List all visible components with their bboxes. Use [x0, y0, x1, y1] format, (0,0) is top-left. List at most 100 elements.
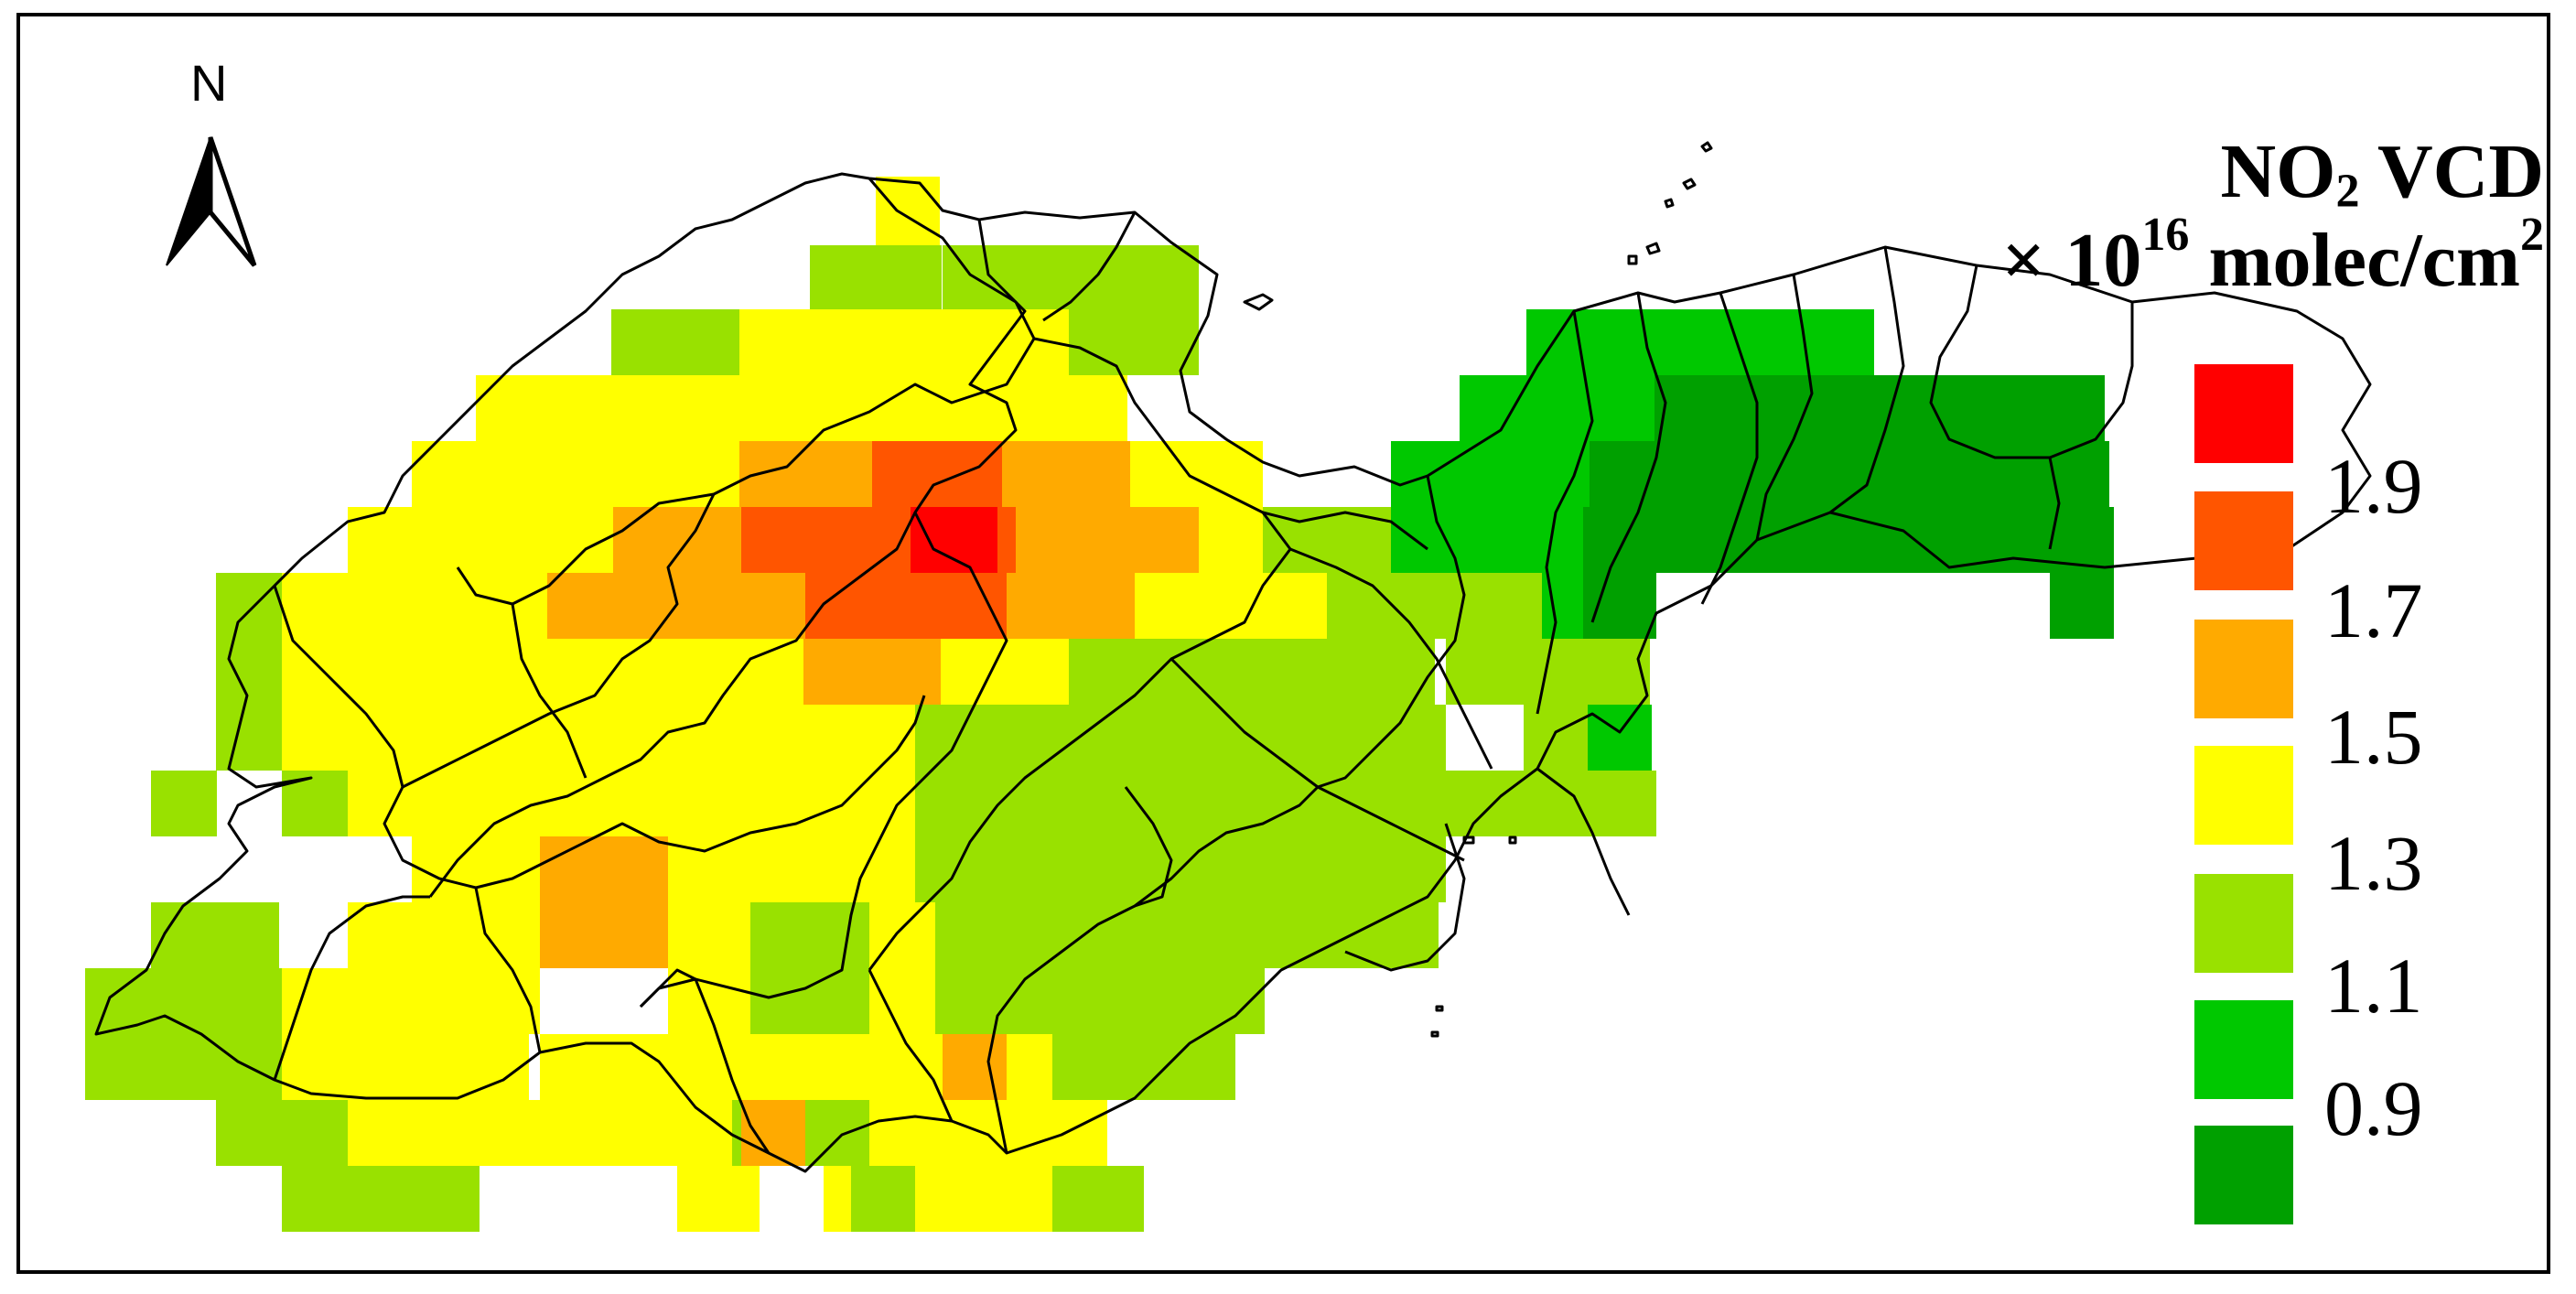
- legend-swatch: [2194, 874, 2293, 973]
- grid-cell: [412, 441, 739, 507]
- grid-cell: [1590, 441, 1730, 507]
- grid-cell: [2050, 573, 2114, 639]
- grid-cell: [668, 902, 750, 968]
- district-boundary: [1536, 310, 1594, 715]
- grid-cell: [282, 573, 547, 639]
- district-boundary: [1317, 475, 1466, 789]
- grid-cell: [282, 1034, 529, 1100]
- grid-cell: [739, 309, 941, 375]
- legend-swatches: [2194, 364, 2293, 1224]
- grid-cell: [997, 507, 1016, 573]
- island: [1462, 836, 1475, 845]
- grid-cell: [750, 902, 869, 968]
- units-exponent: 16: [2141, 208, 2190, 261]
- district-boundary: [986, 785, 1320, 1154]
- grid-cell: [935, 902, 1439, 968]
- legend-label: 1.5: [2324, 693, 2423, 781]
- grid-cell: [348, 771, 915, 836]
- grid-cell: [348, 902, 414, 968]
- grid-cell: [1007, 245, 1071, 309]
- district-boundary: [1344, 823, 1466, 972]
- district-boundary: [1124, 786, 1173, 908]
- district-boundary: [868, 337, 1292, 971]
- grid-cell: [631, 1100, 732, 1166]
- legend-swatch: [2194, 364, 2293, 463]
- grid-cell: [876, 177, 940, 245]
- island: [1243, 293, 1274, 311]
- grid-cell: [216, 639, 282, 705]
- grid-cell: [476, 375, 544, 441]
- north-label: N: [190, 54, 228, 112]
- legend-label: 1.3: [2324, 819, 2423, 907]
- grid-cell: [935, 968, 1265, 1034]
- district-boundary: [511, 603, 587, 779]
- grid-cell: [805, 573, 1007, 639]
- legend-swatch: [2194, 491, 2293, 590]
- grid-cell: [876, 245, 942, 309]
- grid-cell: [677, 1166, 760, 1232]
- grid-cell: [911, 507, 997, 573]
- grid-cell: [869, 968, 935, 1034]
- grid-cell: [851, 1166, 915, 1232]
- grid-cell: [216, 705, 282, 771]
- grid-cell: [1783, 309, 1874, 375]
- grid-cell: [540, 836, 668, 968]
- district-boundary: [456, 178, 1036, 606]
- grid-cell: [915, 771, 1455, 836]
- grid-cell: [1069, 309, 1199, 375]
- grid-cell: [741, 507, 869, 573]
- island: [1435, 1005, 1444, 1012]
- grid-cell: [1524, 705, 1597, 771]
- district-boundary: [1700, 292, 1759, 605]
- grid-cell: [943, 1166, 1052, 1232]
- legend-title-main: NO: [2220, 129, 2336, 214]
- grid-cell: [613, 507, 741, 573]
- grid-cell: [1588, 705, 1652, 771]
- legend-units: × 1016 molec/cm2: [1830, 210, 2544, 306]
- district-boundary: [1536, 767, 1631, 916]
- grid-cell: [1391, 441, 1457, 507]
- legend-swatch: [2194, 746, 2293, 845]
- grid-cell: [151, 902, 279, 968]
- district-boundary: [639, 512, 1008, 1008]
- island: [1627, 254, 1638, 265]
- island: [1664, 198, 1675, 209]
- grid-cell: [1391, 573, 1542, 639]
- district-boundary: [1929, 264, 2134, 459]
- grid-cell: [943, 1100, 1007, 1166]
- grid-cell: [1052, 1166, 1144, 1232]
- grid-cell: [1071, 245, 1199, 309]
- grid-cell: [1016, 507, 1199, 573]
- district-boundary: [1755, 274, 1814, 541]
- grid-cell: [1007, 573, 1135, 639]
- grid-cell: [216, 1100, 348, 1166]
- grid-cell: [750, 968, 869, 1034]
- grid-cell: [1583, 573, 1656, 639]
- district-boundary: [2048, 457, 2061, 550]
- legend-swatch: [2194, 620, 2293, 718]
- grid-cell: [803, 639, 941, 705]
- grid-cell: [85, 968, 282, 1034]
- district-boundary: [639, 968, 771, 1154]
- grid-cell: [151, 771, 217, 836]
- district-boundary: [1042, 211, 1137, 322]
- units-prefix: × 10: [2001, 217, 2142, 303]
- grid-cell: [1130, 441, 1263, 507]
- legend-title: NO2 VCD × 1016 molec/cm2: [1830, 128, 2544, 305]
- grid-cell: [1526, 309, 1654, 375]
- grid-cell: [738, 375, 940, 441]
- district-boundary: [868, 969, 954, 1122]
- island: [1430, 1030, 1439, 1038]
- island: [1508, 836, 1517, 845]
- grid-cell: [282, 639, 803, 705]
- grid-cell: [1583, 507, 1647, 573]
- grid-cell: [348, 1100, 631, 1166]
- grid-cell: [1654, 375, 1730, 441]
- grid-cell: [1199, 507, 1263, 573]
- grid-cell: [544, 375, 610, 441]
- grid-cell: [943, 1034, 1007, 1100]
- grid-cell: [1002, 441, 1130, 507]
- district-boundary: [1289, 547, 1493, 770]
- district-boundary: [1590, 292, 1667, 623]
- grid-cell: [1881, 441, 2109, 507]
